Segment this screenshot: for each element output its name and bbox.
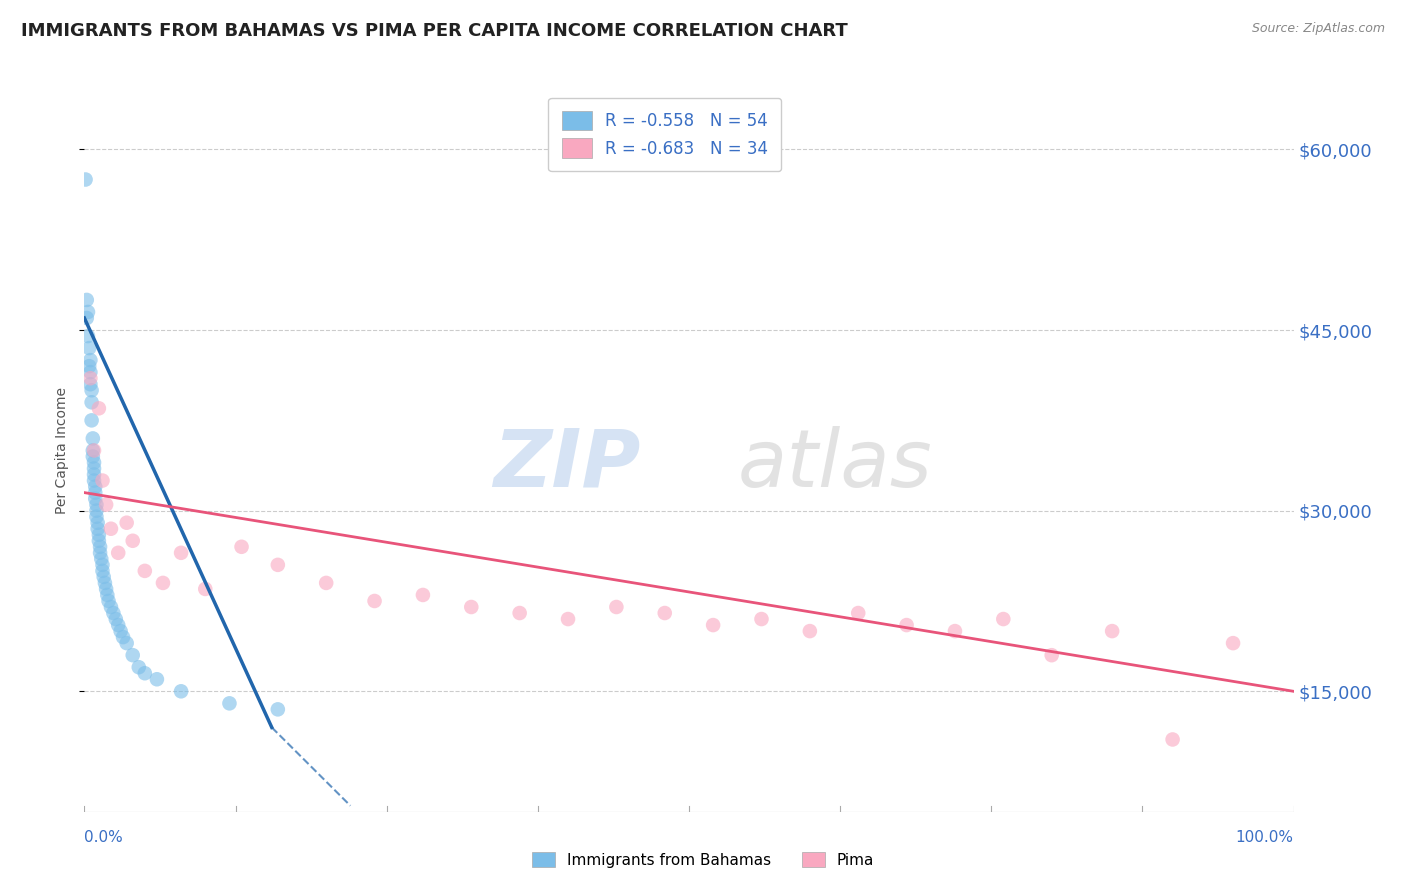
Point bbox=[231, 540, 253, 554]
Point bbox=[146, 673, 169, 687]
Point bbox=[115, 516, 138, 530]
Point bbox=[86, 509, 108, 524]
Point bbox=[194, 582, 217, 596]
Point bbox=[218, 696, 240, 710]
Point bbox=[93, 570, 115, 584]
Point bbox=[77, 329, 100, 343]
Text: IMMIGRANTS FROM BAHAMAS VS PIMA PER CAPITA INCOME CORRELATION CHART: IMMIGRANTS FROM BAHAMAS VS PIMA PER CAPI… bbox=[21, 22, 848, 40]
Point bbox=[110, 624, 132, 639]
Point bbox=[86, 498, 108, 512]
Point bbox=[83, 467, 105, 482]
Point bbox=[267, 702, 290, 716]
Point bbox=[134, 666, 156, 681]
Point bbox=[107, 618, 129, 632]
Point bbox=[76, 293, 98, 307]
Point bbox=[94, 498, 117, 512]
Point bbox=[94, 582, 117, 596]
Point bbox=[77, 305, 100, 319]
Point bbox=[79, 371, 101, 385]
Point bbox=[412, 588, 434, 602]
Point bbox=[80, 413, 103, 427]
Point bbox=[112, 630, 135, 644]
Point bbox=[87, 528, 110, 542]
Point bbox=[79, 377, 101, 392]
Point bbox=[91, 558, 114, 572]
Point bbox=[1040, 648, 1063, 662]
Point bbox=[94, 576, 117, 591]
Text: 100.0%: 100.0% bbox=[1236, 830, 1294, 845]
Point bbox=[170, 684, 193, 698]
Point bbox=[128, 660, 150, 674]
Point bbox=[82, 443, 104, 458]
Point bbox=[75, 172, 97, 186]
Point bbox=[83, 443, 105, 458]
Point bbox=[83, 474, 105, 488]
Point bbox=[83, 455, 105, 469]
Point bbox=[90, 551, 112, 566]
Point bbox=[87, 533, 110, 548]
Point bbox=[86, 522, 108, 536]
Point bbox=[267, 558, 290, 572]
Point bbox=[84, 485, 107, 500]
Point bbox=[1222, 636, 1244, 650]
Point bbox=[84, 480, 107, 494]
Point bbox=[509, 606, 531, 620]
Point bbox=[79, 365, 101, 379]
Point bbox=[896, 618, 918, 632]
Point bbox=[846, 606, 869, 620]
Point bbox=[107, 546, 129, 560]
Point bbox=[100, 600, 122, 615]
Point bbox=[87, 401, 110, 416]
Point bbox=[104, 612, 127, 626]
Y-axis label: Per Capita Income: Per Capita Income bbox=[55, 387, 69, 514]
Point bbox=[76, 310, 98, 325]
Point bbox=[993, 612, 1015, 626]
Point bbox=[91, 474, 114, 488]
Legend: Immigrants from Bahamas, Pima: Immigrants from Bahamas, Pima bbox=[524, 844, 882, 875]
Point bbox=[134, 564, 156, 578]
Point bbox=[605, 600, 627, 615]
Point bbox=[799, 624, 821, 639]
Point bbox=[82, 432, 104, 446]
Text: 0.0%: 0.0% bbox=[84, 830, 124, 845]
Point bbox=[1161, 732, 1184, 747]
Point bbox=[152, 576, 174, 591]
Point bbox=[557, 612, 579, 626]
Point bbox=[315, 576, 337, 591]
Point bbox=[100, 522, 122, 536]
Point bbox=[702, 618, 724, 632]
Point bbox=[80, 395, 103, 409]
Point bbox=[121, 533, 143, 548]
Point bbox=[86, 503, 108, 517]
Point bbox=[103, 606, 125, 620]
Point bbox=[363, 594, 385, 608]
Point bbox=[77, 341, 100, 355]
Point bbox=[77, 359, 100, 373]
Point bbox=[97, 594, 120, 608]
Point bbox=[89, 540, 111, 554]
Point bbox=[96, 588, 118, 602]
Point bbox=[943, 624, 966, 639]
Point bbox=[751, 612, 773, 626]
Point bbox=[654, 606, 676, 620]
Point bbox=[80, 384, 103, 398]
Text: ZIP: ZIP bbox=[494, 425, 641, 504]
Point bbox=[89, 546, 111, 560]
Text: atlas: atlas bbox=[737, 425, 932, 504]
Point bbox=[79, 353, 101, 368]
Point bbox=[121, 648, 143, 662]
Point bbox=[460, 600, 482, 615]
Point bbox=[1101, 624, 1123, 639]
Point bbox=[91, 564, 114, 578]
Point bbox=[115, 636, 138, 650]
Point bbox=[82, 450, 104, 464]
Point bbox=[84, 491, 107, 506]
Point bbox=[86, 516, 108, 530]
Point bbox=[83, 461, 105, 475]
Point bbox=[170, 546, 193, 560]
Legend: R = -0.558   N = 54, R = -0.683   N = 34: R = -0.558 N = 54, R = -0.683 N = 34 bbox=[548, 97, 782, 171]
Text: Source: ZipAtlas.com: Source: ZipAtlas.com bbox=[1251, 22, 1385, 36]
